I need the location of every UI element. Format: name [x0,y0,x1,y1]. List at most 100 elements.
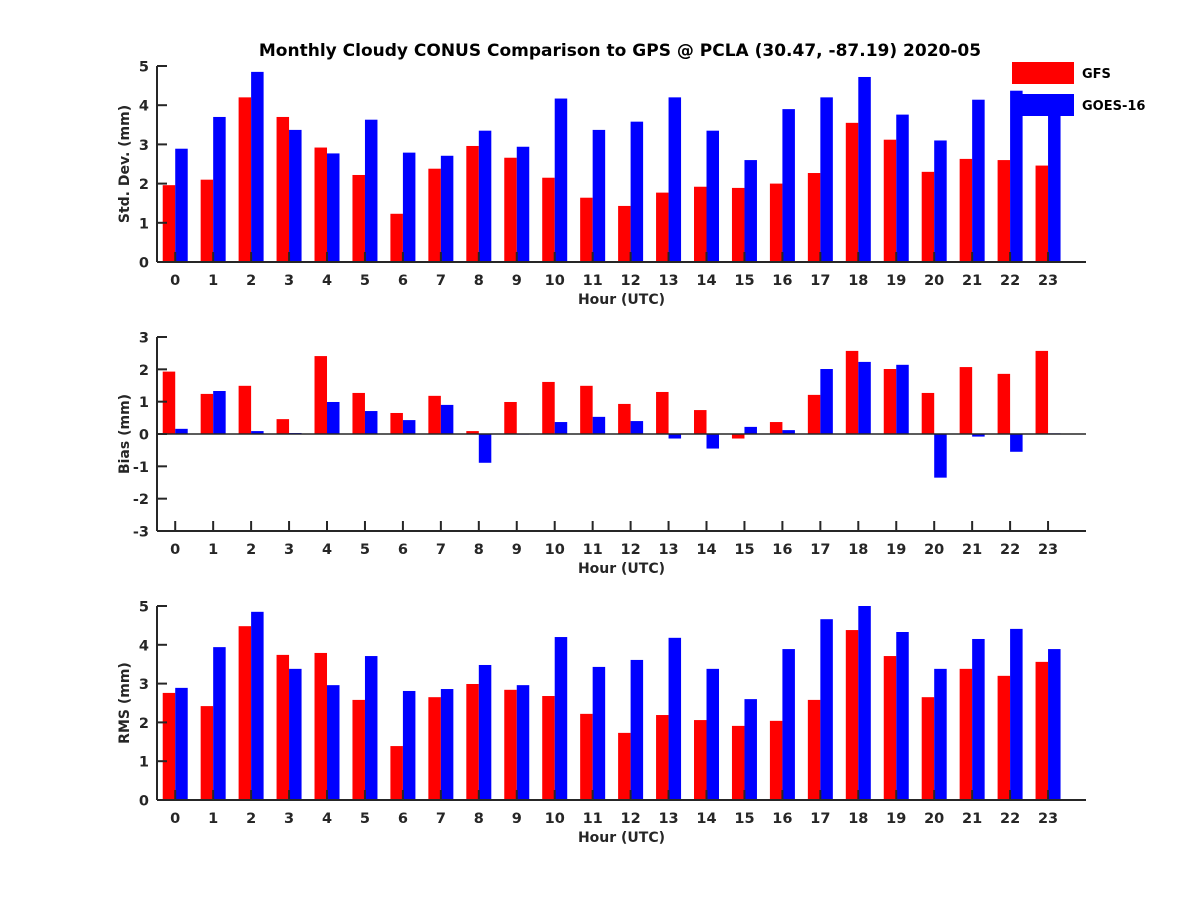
x-tick-label: 23 [1038,273,1058,289]
x-tick-label: 15 [734,273,754,289]
bar-gfs-hour-12 [618,732,631,800]
y-tick-label: 3 [139,677,149,693]
bar-goes16-hour-7 [440,155,454,262]
x-tick-label: 9 [512,811,522,827]
bar-goes16-hour-0 [175,148,188,262]
y-tick-label: 4 [139,638,149,654]
x-tick-label: 15 [734,811,754,827]
x-tick-label: 11 [583,811,603,827]
y-tick-label: 2 [139,177,149,193]
bar-gfs-hour-14 [694,186,707,262]
bar-goes16-hour-22 [1010,628,1023,800]
x-tick-label: 2 [246,811,256,827]
x-tick-label: 22 [1000,542,1020,558]
y-tick-label: -1 [133,460,149,476]
x-tick-label: 18 [848,273,868,289]
x-tick-label: 23 [1038,542,1058,558]
bar-gfs-hour-1 [200,393,214,434]
x-tick-label: 3 [284,542,294,558]
x-tick-label: 21 [962,273,982,289]
bar-goes16-hour-2 [251,431,264,434]
bar-gfs-hour-10 [542,696,555,800]
bar-gfs-hour-4 [314,356,328,434]
bar-gfs-hour-9 [504,401,517,434]
y-tick-label: 0 [139,794,149,810]
bar-gfs-hour-17 [807,173,821,262]
bar-gfs-hour-20 [921,392,935,434]
x-tick-label: 7 [436,811,446,827]
x-tick-label: 0 [170,273,180,289]
bar-goes16-hour-8 [478,434,492,463]
bar-gfs-hour-0 [162,692,176,800]
bar-goes16-hour-14 [706,434,720,449]
bar-gfs-hour-23 [1035,165,1049,262]
x-tick-label: 5 [360,542,370,558]
x-tick-label: 8 [474,811,484,827]
x-tick-label: 16 [772,542,792,558]
bar-goes16-hour-6 [402,152,416,262]
bar-goes16-hour-3 [289,129,302,262]
bar-goes16-hour-10 [554,637,568,800]
bar-gfs-hour-2 [238,385,252,434]
bar-gfs-hour-18 [845,122,859,262]
legend: GFS GOES-16 [1012,62,1145,116]
x-tick-label: 23 [1038,811,1058,827]
x-tick-label: 14 [696,811,716,827]
bar-goes16-hour-17 [820,619,833,800]
bar-goes16-hour-5 [364,119,378,262]
y-tick-label: 1 [139,395,149,411]
x-tick-label: 12 [621,273,641,289]
bar-gfs-hour-7 [428,697,441,800]
x-tick-label: 9 [512,542,522,558]
y-tick-label: 1 [139,216,149,232]
x-tick-label: 5 [360,811,370,827]
bar-goes16-hour-2 [251,611,264,800]
bar-gfs-hour-22 [997,160,1011,262]
y-tick-label: 3 [139,138,149,154]
x-tick-label: 16 [772,273,792,289]
bar-goes16-hour-16 [782,109,795,263]
x-tick-label: 11 [583,273,603,289]
x-tick-label: 11 [583,542,603,558]
bar-gfs-hour-13 [656,192,669,262]
y-tick-label: 2 [139,716,149,732]
bar-goes16-hour-16 [782,430,795,434]
bar-gfs-hour-1 [200,179,214,262]
bar-gfs-hour-5 [352,174,365,262]
legend-label-goes16: GOES-16 [1082,99,1145,114]
bar-goes16-hour-13 [668,434,682,439]
bar-gfs-hour-22 [997,675,1011,800]
x-tick-label: 1 [208,273,218,289]
x-tick-label: 4 [322,542,332,558]
x-tick-label: 14 [696,542,716,558]
x-tick-label: 6 [398,273,408,289]
x-tick-label: 5 [360,273,370,289]
legend-swatch-gfs [1012,62,1074,84]
bar-goes16-hour-22 [1010,434,1023,452]
bar-goes16-hour-10 [554,98,568,262]
bar-goes16-hour-20 [934,434,947,478]
bar-gfs-hour-20 [921,697,935,800]
bar-gfs-hour-14 [694,720,707,800]
bar-goes16-hour-4 [327,153,340,262]
x-tick-label: 8 [474,273,484,289]
bar-gfs-hour-23 [1035,661,1049,800]
x-tick-label: 7 [436,273,446,289]
bar-gfs-hour-11 [580,385,593,434]
bar-gfs-hour-11 [580,713,593,800]
y-tick-label: 4 [139,99,149,115]
bar-goes16-hour-15 [744,699,757,800]
x-axis-label: Hour (UTC) [578,830,665,846]
x-tick-label: 2 [246,542,256,558]
bar-goes16-hour-16 [782,649,795,800]
bar-gfs-hour-21 [959,158,973,262]
x-tick-label: 14 [696,273,716,289]
y-axis-label: RMS (mm) [117,662,133,744]
x-tick-label: 17 [810,273,830,289]
bar-gfs-hour-8 [466,145,479,262]
bar-goes16-hour-7 [440,404,454,434]
bar-goes16-hour-5 [364,411,378,434]
bar-goes16-hour-8 [478,130,492,262]
